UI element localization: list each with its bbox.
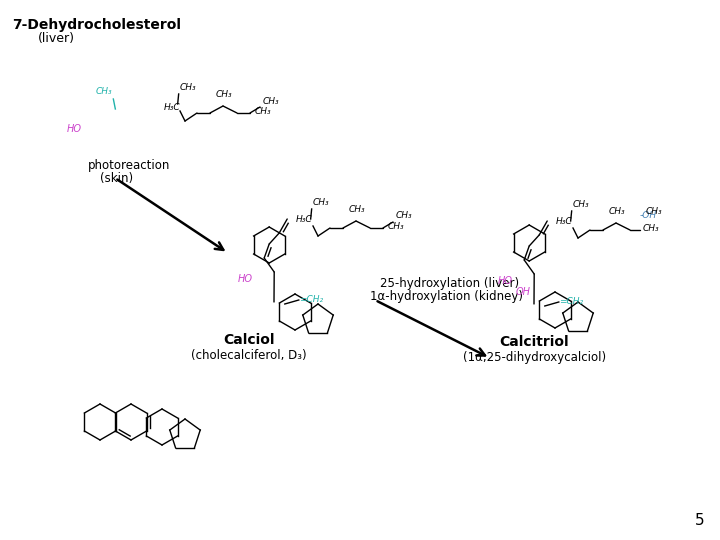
Text: H₃C: H₃C bbox=[295, 215, 312, 224]
Text: H₃C: H₃C bbox=[163, 103, 180, 111]
Text: -OH: -OH bbox=[640, 211, 657, 220]
Text: (skin): (skin) bbox=[100, 172, 133, 185]
Text: 5: 5 bbox=[696, 513, 705, 528]
Text: CH₃: CH₃ bbox=[312, 198, 329, 207]
Text: CH₃: CH₃ bbox=[643, 224, 660, 233]
Text: 7-Dehydrocholesterol: 7-Dehydrocholesterol bbox=[12, 18, 181, 32]
Text: CH₃: CH₃ bbox=[572, 200, 589, 209]
Text: CH₃: CH₃ bbox=[216, 90, 233, 99]
Text: photoreaction: photoreaction bbox=[88, 159, 171, 172]
Text: (liver): (liver) bbox=[38, 32, 75, 45]
Text: Calcitriol: Calcitriol bbox=[500, 335, 569, 349]
Text: HO: HO bbox=[498, 276, 513, 286]
Text: (1α,25-dihydroxycalciol): (1α,25-dihydroxycalciol) bbox=[463, 351, 606, 364]
Text: CH₃: CH₃ bbox=[180, 83, 197, 92]
Text: (cholecalciferol, D₃): (cholecalciferol, D₃) bbox=[192, 349, 307, 362]
Text: CH₃: CH₃ bbox=[396, 212, 413, 220]
Text: CH₃: CH₃ bbox=[263, 97, 279, 105]
Text: CH₃: CH₃ bbox=[388, 222, 405, 231]
Text: 25-hydroxylation (liver): 25-hydroxylation (liver) bbox=[380, 277, 519, 290]
Text: 1α-hydroxylation (kidney): 1α-hydroxylation (kidney) bbox=[370, 290, 523, 303]
Text: CH₃: CH₃ bbox=[348, 205, 365, 214]
Text: CH₃: CH₃ bbox=[96, 87, 112, 96]
Text: H₃C: H₃C bbox=[555, 217, 572, 226]
Text: CH₃: CH₃ bbox=[646, 207, 662, 217]
Text: Calciol: Calciol bbox=[223, 333, 275, 347]
Text: HO: HO bbox=[67, 124, 82, 134]
Text: =CH₂: =CH₂ bbox=[299, 295, 323, 305]
Text: CH₃: CH₃ bbox=[608, 207, 625, 216]
Text: CH₃: CH₃ bbox=[255, 107, 271, 116]
Text: =CH₂: =CH₂ bbox=[559, 298, 583, 307]
Text: HO: HO bbox=[238, 274, 253, 284]
Text: OH: OH bbox=[516, 287, 531, 297]
